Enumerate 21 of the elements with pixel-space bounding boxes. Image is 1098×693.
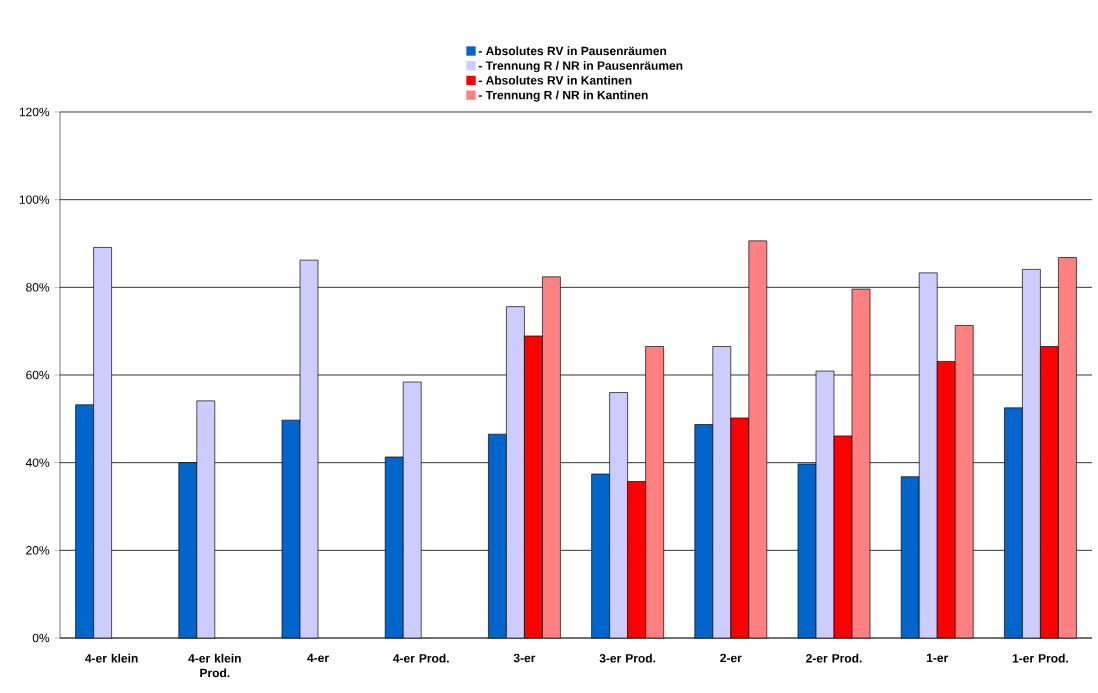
y-tick-label: 0% [32, 633, 50, 643]
x-tick-label: 1-er Prod. [1012, 653, 1068, 663]
x-tick-label: 4-er klein Prod. [188, 653, 241, 678]
x-tick-label: 4-er Prod. [393, 653, 449, 663]
y-tick-label: 100% [19, 195, 50, 204]
y-tick-label: 40% [25, 458, 50, 467]
y-tick-label: 80% [26, 283, 50, 292]
x-tick-label: 2-er [720, 653, 742, 663]
x-tick-label: 2-er Prod. [806, 653, 862, 663]
x-tick-label: 4-er klein [85, 653, 138, 663]
x-tick-label: 4-er [307, 653, 329, 663]
legend-label: - Absolutes RV in Kantinen [478, 75, 632, 85]
legend-label: - Absolutes RV in Pausenräumen [478, 46, 667, 56]
x-tick-label: 1-er [926, 653, 949, 663]
y-tick-label: 120% [19, 107, 50, 117]
y-tick-label: 20% [26, 546, 50, 555]
legend-label: - Trennung R / NR in Pausenräumen [478, 61, 683, 73]
x-tick-label: 3-er [513, 653, 536, 663]
x-tick-label: 3-er Prod. [599, 653, 656, 663]
y-tick-label: 60% [26, 370, 50, 380]
legend-label: - Trennung R / NR in Kantinen [478, 90, 648, 102]
